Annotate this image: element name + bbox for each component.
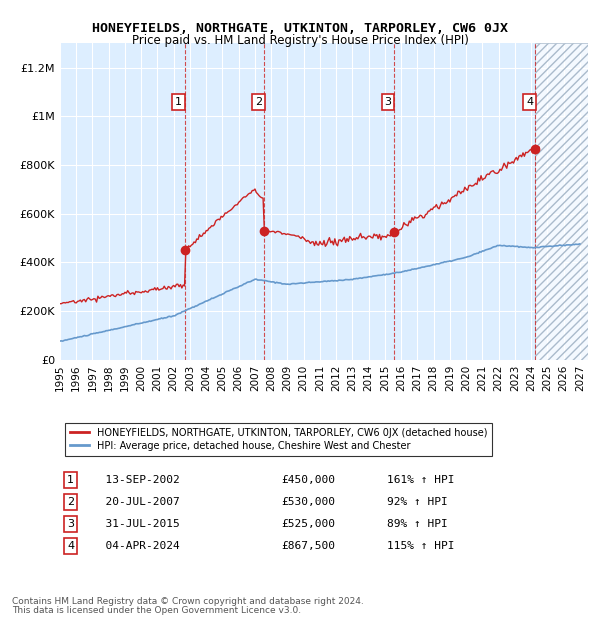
Text: £450,000: £450,000 bbox=[282, 475, 336, 485]
Text: 161% ↑ HPI: 161% ↑ HPI bbox=[388, 475, 455, 485]
Text: Contains HM Land Registry data © Crown copyright and database right 2024.: Contains HM Land Registry data © Crown c… bbox=[12, 598, 364, 606]
Bar bbox=[264, 43, 394, 360]
Text: 4: 4 bbox=[526, 97, 533, 107]
Legend: HONEYFIELDS, NORTHGATE, UTKINTON, TARPORLEY, CW6 0JX (detached house), HPI: Aver: HONEYFIELDS, NORTHGATE, UTKINTON, TARPOR… bbox=[65, 423, 493, 456]
Text: This data is licensed under the Open Government Licence v3.0.: This data is licensed under the Open Gov… bbox=[12, 606, 301, 614]
Text: £867,500: £867,500 bbox=[282, 541, 336, 551]
Bar bbox=[185, 43, 264, 360]
Text: 2: 2 bbox=[254, 97, 262, 107]
Text: 3: 3 bbox=[67, 519, 74, 529]
Text: 115% ↑ HPI: 115% ↑ HPI bbox=[388, 541, 455, 551]
Text: 13-SEP-2002: 13-SEP-2002 bbox=[92, 475, 179, 485]
Text: Price paid vs. HM Land Registry's House Price Index (HPI): Price paid vs. HM Land Registry's House … bbox=[131, 34, 469, 47]
Text: HONEYFIELDS, NORTHGATE, UTKINTON, TARPORLEY, CW6 0JX: HONEYFIELDS, NORTHGATE, UTKINTON, TARPOR… bbox=[92, 22, 508, 35]
Text: 31-JUL-2015: 31-JUL-2015 bbox=[92, 519, 179, 529]
Text: £525,000: £525,000 bbox=[282, 519, 336, 529]
Text: £530,000: £530,000 bbox=[282, 497, 336, 507]
Text: 2: 2 bbox=[67, 497, 74, 507]
Text: 04-APR-2024: 04-APR-2024 bbox=[92, 541, 179, 551]
Text: 20-JUL-2007: 20-JUL-2007 bbox=[92, 497, 179, 507]
Text: 1: 1 bbox=[67, 475, 74, 485]
Text: 3: 3 bbox=[385, 97, 392, 107]
Text: 92% ↑ HPI: 92% ↑ HPI bbox=[388, 497, 448, 507]
Text: 89% ↑ HPI: 89% ↑ HPI bbox=[388, 519, 448, 529]
Text: 1: 1 bbox=[175, 97, 182, 107]
Bar bbox=[394, 43, 535, 360]
Bar bbox=[535, 43, 588, 360]
Text: 4: 4 bbox=[67, 541, 74, 551]
Bar bbox=[535, 43, 588, 360]
